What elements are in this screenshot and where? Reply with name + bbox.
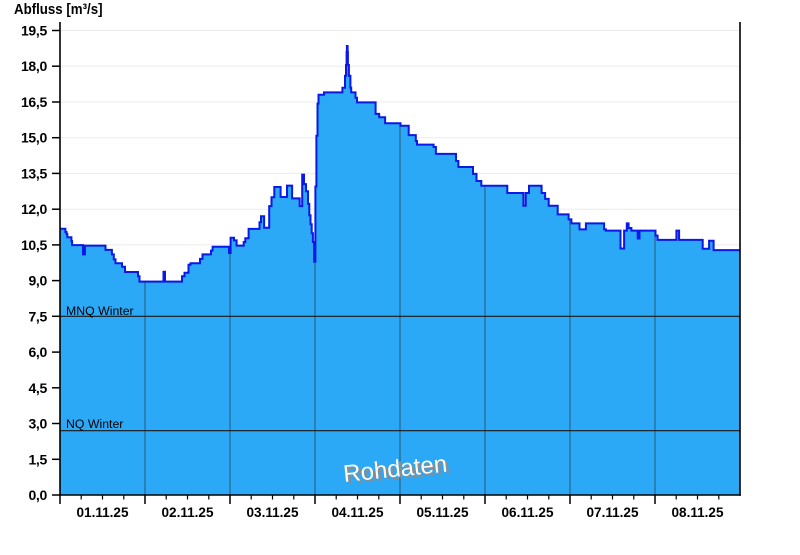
svg-text:05.11.25: 05.11.25 (417, 504, 469, 520)
svg-text:07.11.25: 07.11.25 (587, 504, 639, 520)
svg-text:6,0: 6,0 (28, 344, 47, 360)
svg-text:12,0: 12,0 (21, 201, 48, 217)
svg-text:4,5: 4,5 (28, 380, 47, 396)
svg-text:13,5: 13,5 (21, 165, 48, 181)
svg-text:18,0: 18,0 (21, 58, 48, 74)
svg-text:02.11.25: 02.11.25 (162, 504, 214, 520)
svg-text:04.11.25: 04.11.25 (332, 504, 384, 520)
svg-text:06.11.25: 06.11.25 (502, 504, 554, 520)
svg-text:0,0: 0,0 (28, 487, 47, 503)
svg-text:15,0: 15,0 (21, 130, 48, 146)
svg-text:03.11.25: 03.11.25 (247, 504, 299, 520)
svg-text:1,5: 1,5 (28, 451, 47, 467)
svg-text:08.11.25: 08.11.25 (672, 504, 724, 520)
svg-text:MNQ Winter: MNQ Winter (66, 304, 134, 318)
svg-text:3,0: 3,0 (28, 416, 47, 432)
svg-text:19,5: 19,5 (21, 23, 48, 39)
svg-text:9,0: 9,0 (28, 273, 47, 289)
svg-text:10,5: 10,5 (21, 237, 48, 253)
svg-text:01.11.25: 01.11.25 (77, 504, 129, 520)
svg-text:Abfluss [m³/s]: Abfluss [m³/s] (14, 1, 103, 18)
svg-text:7,5: 7,5 (28, 308, 47, 324)
svg-text:16,5: 16,5 (21, 94, 48, 110)
svg-text:NQ Winter: NQ Winter (66, 417, 123, 431)
